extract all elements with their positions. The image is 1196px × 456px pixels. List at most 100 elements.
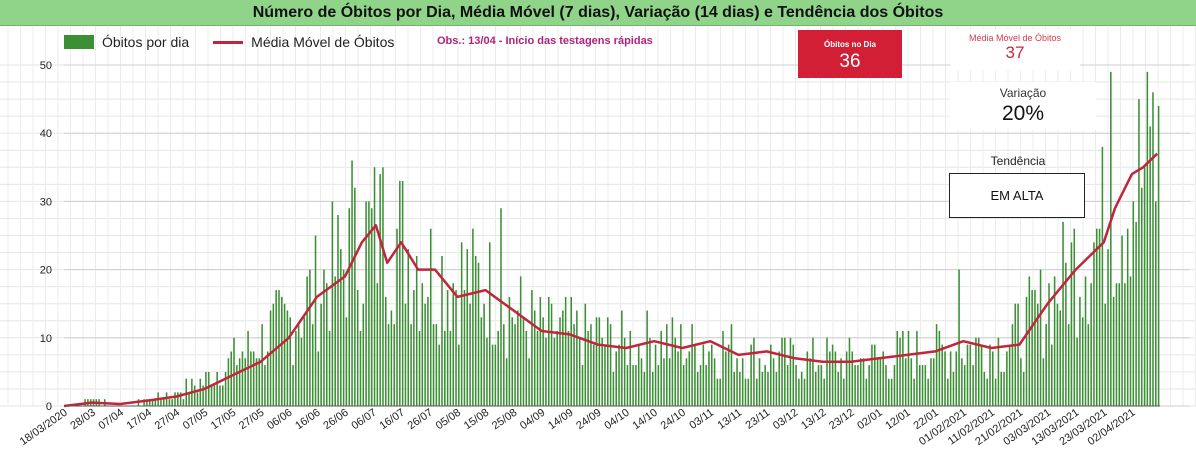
x-tick-label: 04/09 — [518, 407, 547, 433]
kpi-obitos-no-dia-value: 36 — [839, 51, 861, 72]
kpi-media-movel-value: 37 — [1005, 43, 1025, 62]
daily-death-bar — [334, 276, 336, 406]
daily-death-bar — [623, 337, 626, 406]
daily-death-bar — [685, 358, 688, 406]
daily-death-bar — [567, 330, 570, 406]
daily-death-bar — [171, 399, 173, 406]
daily-death-bar — [177, 392, 179, 406]
daily-death-bar — [258, 358, 261, 406]
daily-death-bar — [432, 324, 435, 406]
daily-death-bar — [466, 249, 469, 406]
kpi-media-movel-label: Média Móvel de Óbitos — [968, 33, 1062, 43]
daily-death-bar — [607, 317, 609, 406]
moving-average-line — [63, 152, 1159, 408]
daily-death-bar — [1129, 276, 1132, 406]
daily-death-bar — [272, 303, 275, 406]
x-tick-label: 24/09 — [574, 407, 603, 433]
daily-death-bar — [916, 330, 918, 406]
daily-death-bar — [741, 358, 744, 406]
daily-death-bar — [716, 378, 719, 406]
daily-death-bar — [455, 290, 457, 406]
daily-death-bar — [351, 160, 353, 406]
daily-death-bar — [185, 378, 188, 406]
daily-death-bar — [522, 317, 525, 406]
daily-death-bar — [865, 378, 868, 406]
daily-death-bar — [387, 324, 390, 406]
daily-death-bar — [792, 344, 795, 406]
daily-death-bar — [750, 344, 752, 406]
daily-death-bar — [222, 385, 224, 406]
daily-death-bar — [708, 351, 710, 406]
daily-death-bar — [1056, 303, 1059, 406]
daily-death-bar — [778, 351, 780, 406]
daily-death-bar — [219, 385, 221, 406]
daily-death-bar — [407, 249, 410, 406]
daily-death-bar — [531, 290, 533, 406]
daily-death-bar — [969, 344, 972, 406]
daily-death-bar — [601, 337, 603, 406]
daily-death-bar — [547, 296, 550, 406]
daily-death-bar — [651, 371, 654, 406]
x-tick-label: 26/06 — [321, 407, 350, 433]
daily-death-bar — [415, 255, 418, 406]
daily-death-bar — [868, 365, 870, 406]
daily-death-bar — [559, 317, 561, 406]
daily-death-bar — [1112, 296, 1115, 406]
chart-title: Número de Óbitos por Dia, Média Móvel (7… — [252, 3, 944, 21]
daily-death-bar — [300, 337, 303, 406]
daily-death-bar — [1087, 324, 1090, 406]
daily-death-bar — [902, 330, 904, 406]
daily-death-bar — [1093, 242, 1095, 406]
daily-death-bar — [488, 242, 491, 406]
daily-death-bar — [1157, 105, 1160, 407]
x-tick-label: 18/03/2020 — [18, 407, 70, 448]
daily-death-bar — [786, 365, 789, 406]
daily-death-bar — [328, 330, 331, 406]
daily-death-bar — [382, 167, 384, 406]
daily-death-bar — [806, 351, 809, 406]
daily-death-bar — [250, 351, 252, 406]
daily-death-bar — [1000, 371, 1002, 406]
daily-death-bar — [798, 378, 800, 406]
kpi-obitos-no-dia-label: Óbitos no Dia — [824, 40, 876, 49]
x-tick-label: 27/05 — [237, 407, 266, 433]
daily-death-bar — [823, 378, 825, 406]
y-tick-label: 30 — [40, 196, 52, 208]
daily-death-bar — [643, 371, 646, 406]
kpi-obitos-no-dia: Óbitos no Dia 36 — [798, 30, 902, 78]
daily-death-bar — [441, 255, 443, 406]
daily-death-bar — [1081, 317, 1084, 406]
daily-death-bar — [904, 358, 907, 406]
daily-death-bar — [722, 330, 724, 406]
daily-death-bar — [727, 344, 730, 406]
daily-death-bar — [396, 228, 398, 406]
daily-death-bar — [938, 330, 941, 406]
daily-death-bar — [421, 283, 424, 406]
daily-death-bar — [1036, 303, 1039, 406]
daily-death-bar — [705, 365, 707, 406]
x-tick-label: 06/06 — [265, 407, 294, 433]
daily-death-bar — [758, 358, 761, 406]
daily-death-bar — [629, 330, 632, 406]
daily-death-bar — [362, 303, 365, 406]
x-tick-label: 16/06 — [293, 407, 322, 433]
daily-death-bar — [789, 337, 792, 406]
daily-death-bar — [1045, 324, 1047, 406]
x-tick-label: 26/07 — [406, 407, 435, 433]
daily-death-bar — [955, 351, 958, 406]
daily-death-bar — [562, 310, 564, 406]
daily-death-bar — [989, 344, 991, 406]
daily-death-bar — [536, 330, 539, 406]
daily-death-bar — [739, 371, 741, 406]
daily-death-bar — [542, 317, 544, 406]
daily-death-bar — [654, 344, 657, 406]
daily-death-bar — [486, 337, 488, 406]
daily-death-bar — [944, 351, 946, 406]
daily-death-bar — [820, 365, 823, 406]
title-bar: Número de Óbitos por Dia, Média Móvel (7… — [0, 0, 1196, 26]
daily-death-bar — [564, 296, 567, 406]
daily-death-bar — [747, 378, 750, 406]
daily-death-bar — [598, 317, 601, 406]
daily-death-bar — [233, 337, 235, 406]
daily-death-bar — [930, 358, 932, 406]
